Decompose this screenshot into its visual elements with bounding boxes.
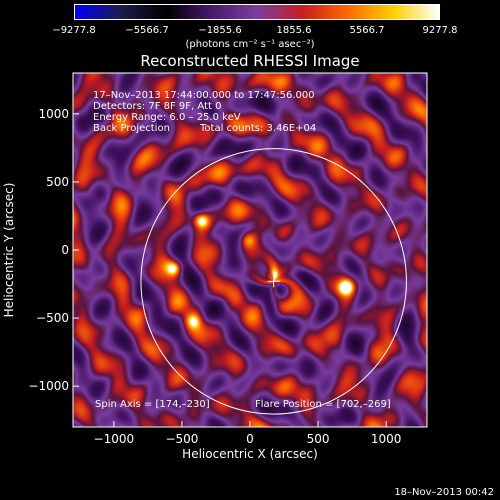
info-total-counts: Total counts: 3.46E+04 xyxy=(199,123,316,134)
info-detectors: Detectors: 7F 8F 9F, Att 0 xyxy=(93,101,221,112)
x-tick-label: 500 xyxy=(307,432,330,446)
x-tick-label: 1000 xyxy=(371,432,402,446)
y-tick-label: −500 xyxy=(36,311,69,325)
axes: −1000 −500 0 500 1000 −1000 −500 0 500 1000 xyxy=(28,107,401,446)
spin-axis-label: Spin Axis = [174,–230] xyxy=(95,399,210,410)
colorbar-tick: 9277.8 xyxy=(422,25,458,36)
info-time-range: 17–Nov–2013 17:44:00.000 to 17:47:56.000 xyxy=(93,90,315,101)
y-tick-label: 500 xyxy=(46,175,69,189)
y-axis-label: Heliocentric Y (arcsec) xyxy=(2,183,16,318)
sun-center-marker xyxy=(267,275,280,288)
colorbar-tick: −5566.7 xyxy=(125,25,169,36)
info-energy-range: Energy Range: 6.0 – 25.0 keV xyxy=(93,112,241,123)
x-tick-label: −500 xyxy=(165,432,198,446)
colorbar-tick: −9277.8 xyxy=(52,25,96,36)
y-tick-label: 1000 xyxy=(38,107,69,121)
colorbar-units: (photons cm⁻² s⁻¹ asec⁻²) xyxy=(185,39,315,50)
flare-position-label: Flare Position = [702,–269] xyxy=(255,399,391,410)
x-tick-label: −1000 xyxy=(94,432,135,446)
chart-title: Reconstructed RHESSI Image xyxy=(140,52,360,70)
colorbar-tick: 1855.6 xyxy=(276,25,312,36)
y-tick-label: −1000 xyxy=(28,379,69,393)
timestamp: 18–Nov–2013 00:42 xyxy=(394,487,494,498)
colorbar xyxy=(74,4,440,20)
heatmap-image xyxy=(73,73,427,427)
info-method: Back Projection xyxy=(93,123,170,134)
x-tick-label: 0 xyxy=(246,432,254,446)
x-axis-label: Heliocentric X (arcsec) xyxy=(182,447,318,461)
y-tick-label: 0 xyxy=(61,243,69,257)
heatmap-raster xyxy=(73,73,427,427)
colorbar-tick: −1855.6 xyxy=(198,25,242,36)
solar-limb xyxy=(140,148,407,415)
colorbar-tick: 5566.7 xyxy=(349,25,385,36)
